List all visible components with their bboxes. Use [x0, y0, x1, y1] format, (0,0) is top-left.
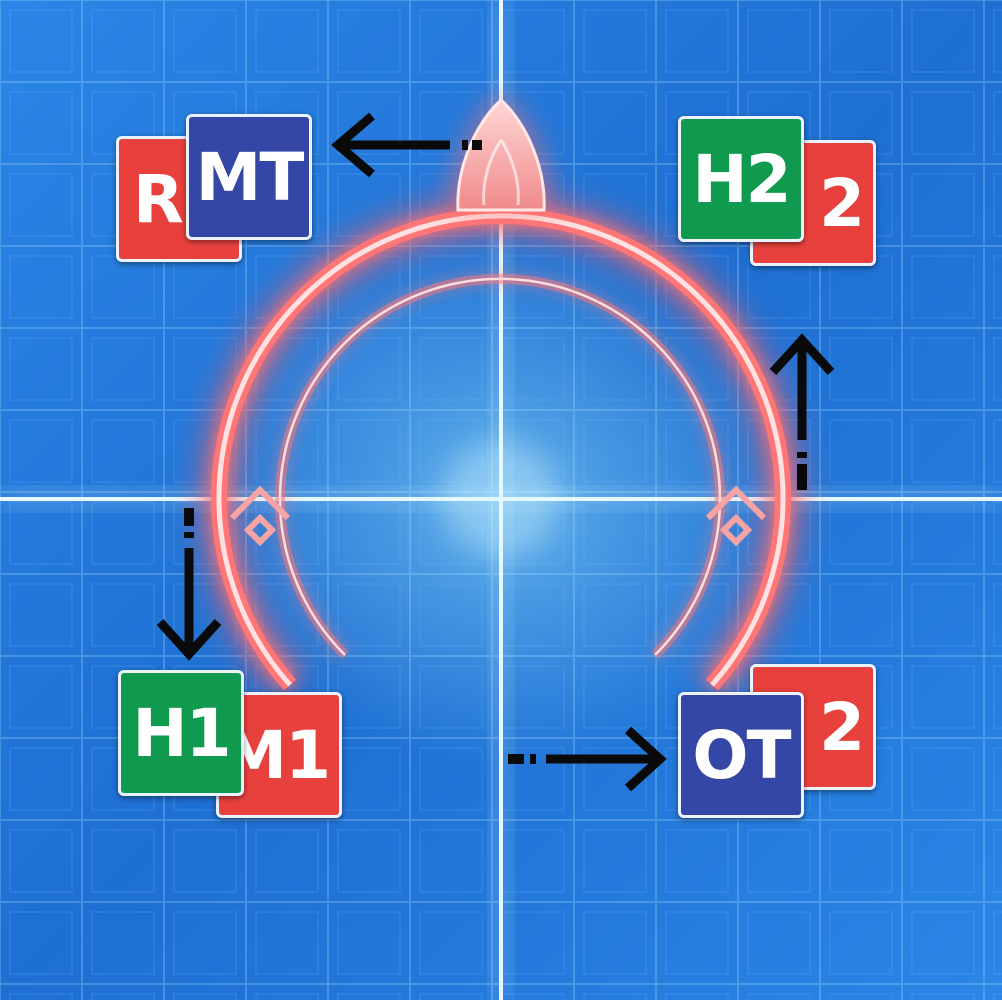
arrow-right-icon: [508, 726, 667, 792]
marker-top-left-front: MT: [186, 114, 312, 240]
teardrop-icon: [451, 95, 551, 212]
arrow-down-icon: [156, 508, 222, 661]
chevron-up-icon-right: [705, 485, 767, 547]
marker-top-right-front: H2: [678, 116, 804, 242]
marker-bottom-right-front: OT: [678, 692, 804, 818]
arrow-up-icon: [769, 333, 835, 490]
marker-bottom-left-front: H1: [118, 670, 244, 796]
arrow-left-icon: [331, 112, 482, 178]
marker-bottom-right-back: 2: [750, 664, 876, 790]
chevron-up-icon-left: [229, 485, 291, 547]
